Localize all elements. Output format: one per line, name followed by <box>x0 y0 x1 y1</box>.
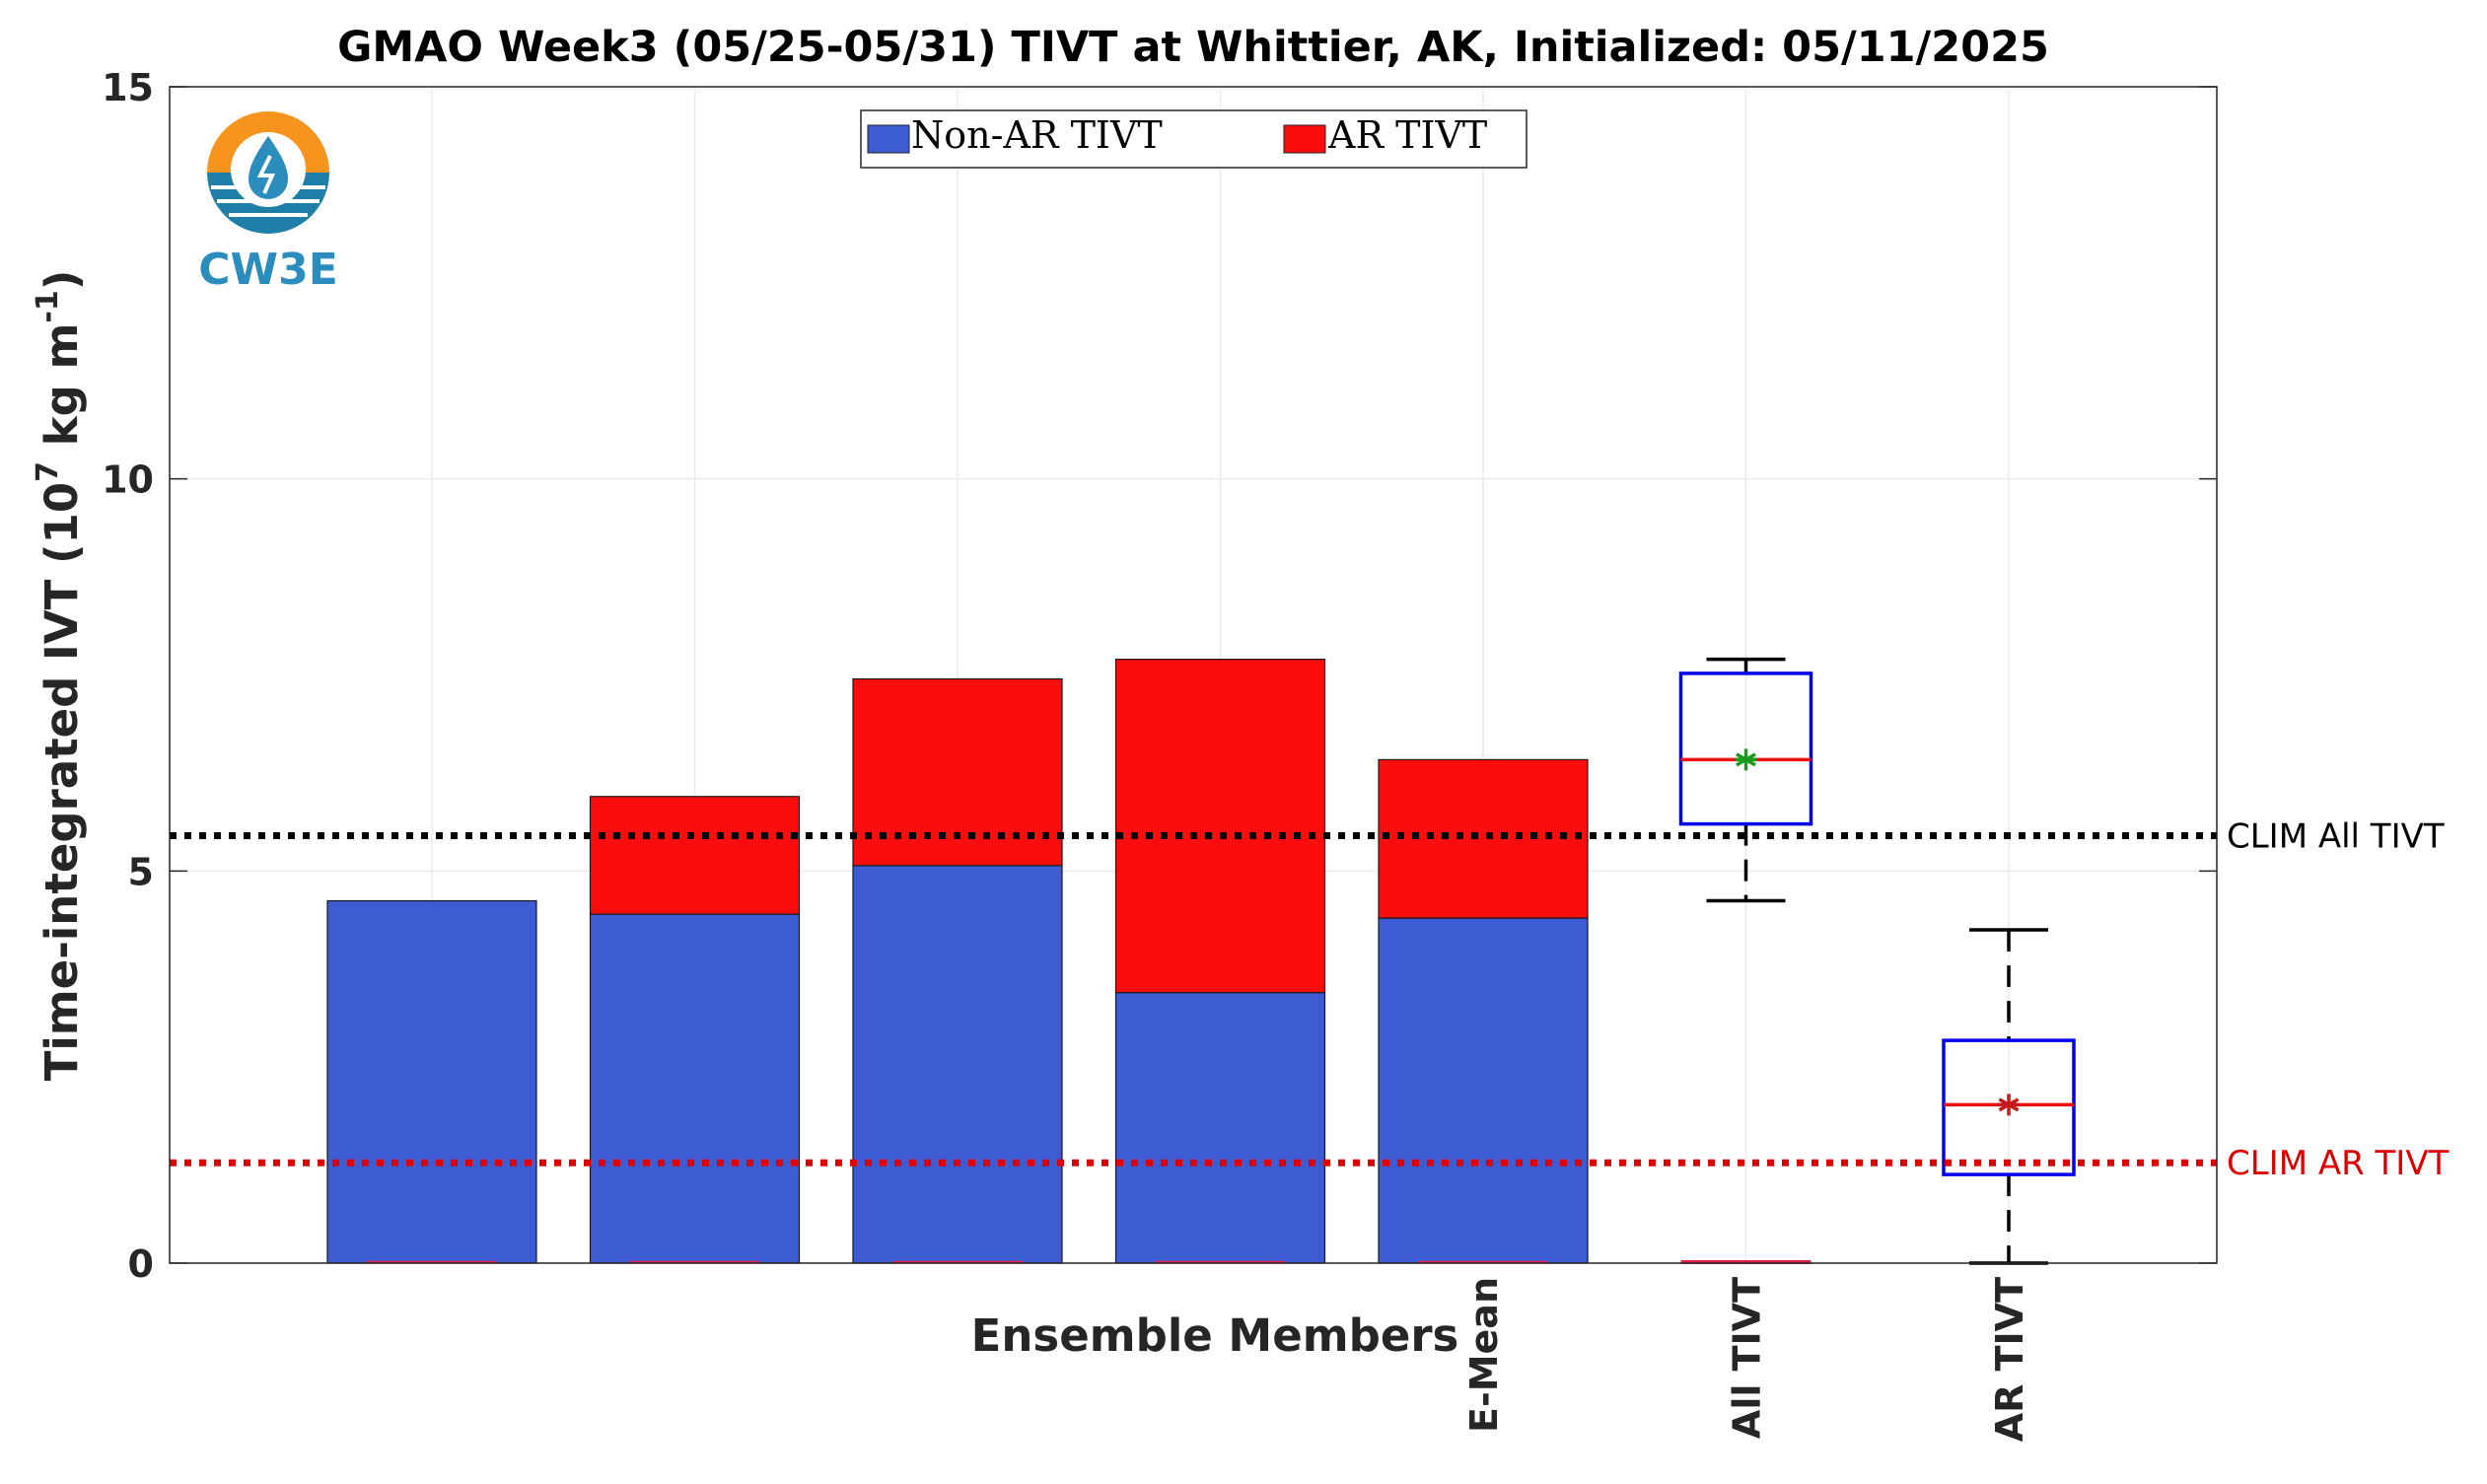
x-tick-label: All TIVT <box>1726 1277 1769 1439</box>
y-axis-label: Time-integrated IVT (107 kg m-1) <box>31 270 88 1082</box>
legend-swatch-ar <box>1283 124 1326 154</box>
ref-line-label-0: CLIM All TIVT <box>2227 817 2445 857</box>
bar-non-ar <box>852 865 1063 1264</box>
bar-non-ar <box>1114 992 1326 1264</box>
x-tick-label: AR TIVT <box>1988 1277 2031 1442</box>
bar-ar <box>589 796 801 915</box>
reference-lines: CLIM All TIVT CLIM AR TIVT <box>170 817 2450 1183</box>
y-tick-label: 10 <box>102 459 154 502</box>
boxplot-0 <box>1678 657 1813 903</box>
legend: Non-AR TIVT AR TIVT <box>860 109 1528 169</box>
cw3e-logo: CW3E <box>198 111 338 295</box>
bar-ar <box>1114 658 1326 994</box>
x-axis-label: Ensemble Members <box>971 1309 1459 1362</box>
bar-ar <box>1378 758 1589 919</box>
bars <box>326 658 1589 1264</box>
bar-non-ar <box>326 899 537 1264</box>
legend-box <box>860 109 1528 169</box>
logo-text: CW3E <box>198 245 338 295</box>
logo-droplet-icon <box>249 136 288 199</box>
plot-frame <box>169 86 2218 1264</box>
bar-non-ar <box>1378 917 1589 1264</box>
ref-line-label-1: CLIM AR TIVT <box>2227 1144 2450 1183</box>
y-axis-ticks: 0 5 10 15 <box>102 66 2217 1286</box>
chart-title: GMAO Week3 (05/25-05/31) TIVT at Whittie… <box>337 23 2049 72</box>
legend-label-ar: AR TIVT <box>1327 113 1487 157</box>
y-tick-label: 15 <box>102 66 154 109</box>
legend-swatch-non-ar <box>867 124 910 154</box>
box-iqr <box>1942 1038 2076 1176</box>
y-tick-label: 5 <box>128 850 154 893</box>
y-tick-label: 0 <box>128 1242 154 1286</box>
bar-non-ar <box>589 913 801 1264</box>
boxplots <box>1678 657 2076 1265</box>
legend-label-non-ar: Non-AR TIVT <box>911 113 1163 157</box>
x-tick-label: E-Mean <box>1462 1277 1506 1433</box>
box-iqr <box>1678 671 1813 826</box>
x-axis-labels: E-Mean All TIVT AR TIVT <box>1462 1277 2031 1442</box>
